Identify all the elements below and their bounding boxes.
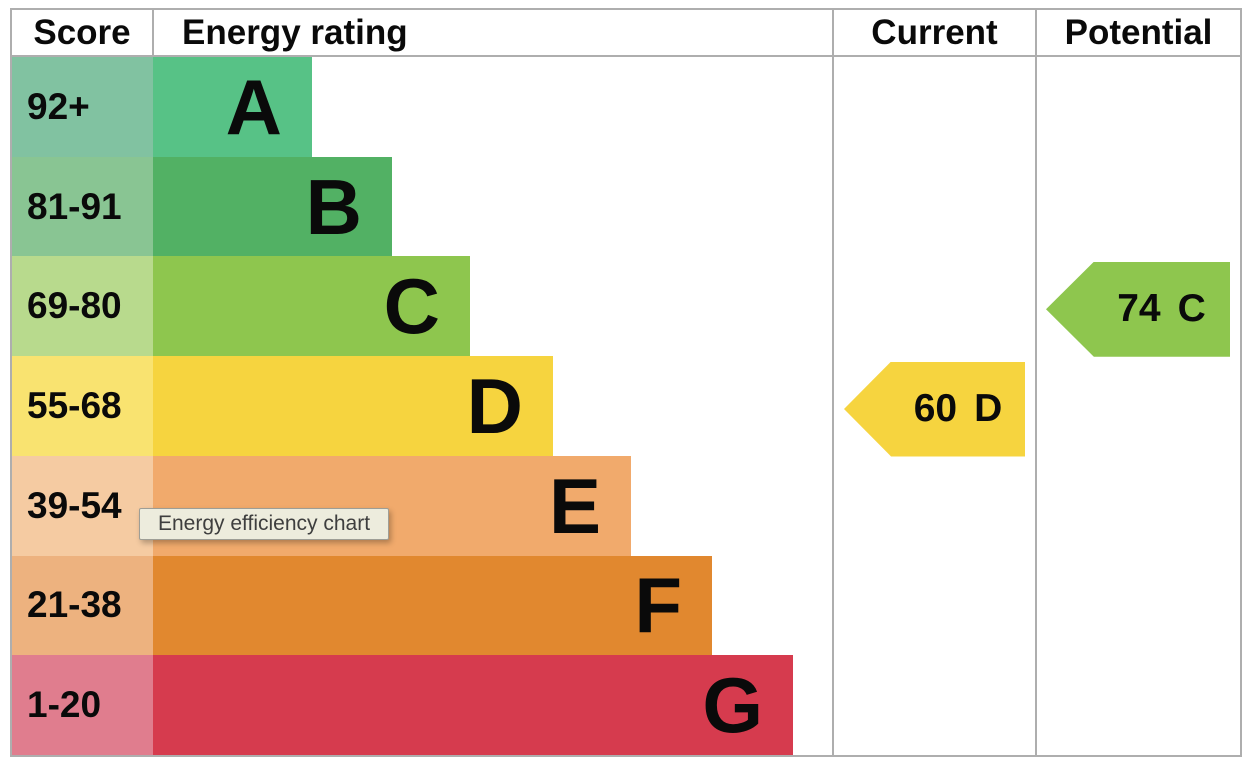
potential-rating-grade: C <box>1177 287 1206 331</box>
band-row-c: 69-80 C <box>12 256 1240 357</box>
header-energy-rating: Energy rating <box>154 10 834 55</box>
band-score-range: 39-54 <box>12 455 153 556</box>
chart-header-row: Score Energy rating Current Potential <box>12 10 1240 57</box>
band-bar-a: A <box>153 57 312 157</box>
band-bar-g: G <box>153 655 793 756</box>
band-score-range: 92+ <box>12 57 153 157</box>
band-letter: A <box>225 62 282 151</box>
header-potential: Potential <box>1064 12 1213 52</box>
current-rating-grade: D <box>974 387 1003 430</box>
band-row-g: 1-20 G <box>12 655 1240 756</box>
band-bar-e: E <box>153 455 631 556</box>
tooltip: Energy efficiency chart <box>139 508 390 540</box>
band-score-range: 21-38 <box>12 555 153 656</box>
chart-frame: Score Energy rating Current Potential 92… <box>10 8 1242 757</box>
header-score: Score <box>12 10 154 55</box>
band-row-a: 92+ A <box>12 57 1240 157</box>
band-row-d: 55-68 D <box>12 356 1240 456</box>
band-row-b: 81-91 B <box>12 156 1240 257</box>
band-bar-f: F <box>153 555 712 656</box>
current-column-divider <box>832 57 834 755</box>
band-letter: F <box>634 561 682 650</box>
band-bar-b: B <box>153 156 392 257</box>
band-letter: G <box>702 661 763 750</box>
header-current: Current <box>834 10 1037 55</box>
chart-body[interactable]: 92+ A 81-91 B 69-80 C 55-68 D 39-54 E 21-38 F 1-20 G 6… <box>12 57 1240 756</box>
current-rating-value: 60 <box>913 387 958 430</box>
band-row-f: 21-38 F <box>12 555 1240 656</box>
potential-rating-value: 74 <box>1117 287 1161 331</box>
band-letter: D <box>466 362 523 451</box>
band-score-range: 1-20 <box>12 655 153 756</box>
band-score-range: 69-80 <box>12 256 153 357</box>
potential-column-divider <box>1035 57 1037 755</box>
band-letter: E <box>548 461 601 550</box>
band-bar-c: C <box>153 256 470 357</box>
band-bar-d: D <box>153 356 553 456</box>
band-letter: C <box>383 262 440 351</box>
band-letter: B <box>305 162 362 251</box>
band-row-e: 39-54 E <box>12 455 1240 556</box>
band-score-range: 81-91 <box>12 156 153 257</box>
band-score-range: 55-68 <box>12 356 153 456</box>
